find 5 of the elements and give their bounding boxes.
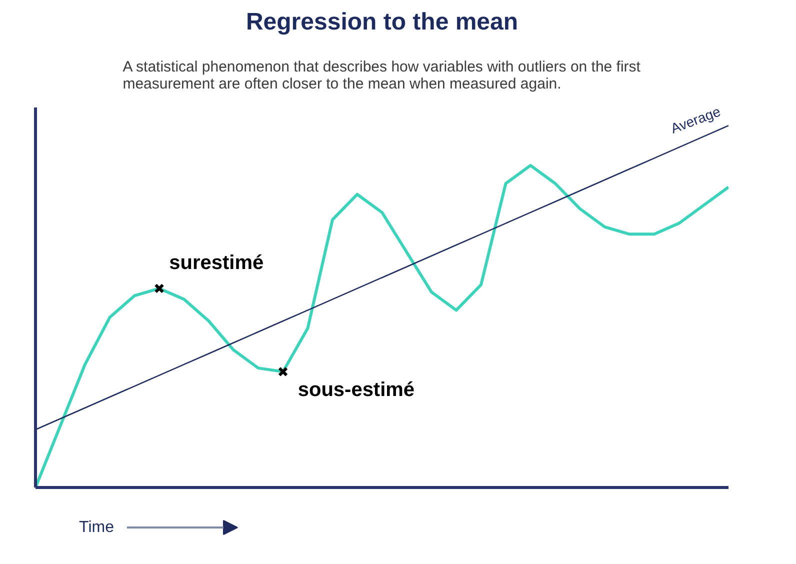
annotation: sous-estimé — [298, 378, 415, 401]
chart-subtitle: A statistical phenomenon that describes how variables with outliers on the first measurement are often closer to the mean when measured again. — [122, 58, 642, 92]
x-axis-title: Time — [79, 519, 114, 536]
chart-title: Regression to the mean — [246, 8, 518, 36]
annotation: surestimé — [169, 252, 264, 274]
